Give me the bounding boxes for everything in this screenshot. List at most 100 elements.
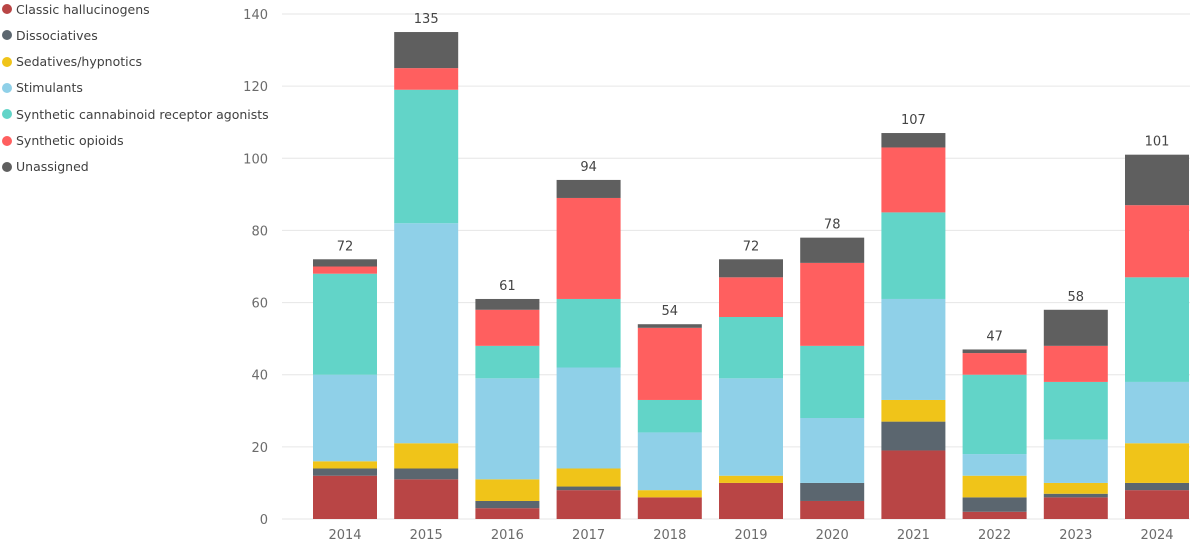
bar-segment: [881, 298, 946, 400]
bar-segment: [881, 133, 946, 148]
x-tick-label: 2020: [816, 528, 849, 543]
bar-segment: [1125, 205, 1189, 278]
bar-segment: [1125, 490, 1189, 519]
y-tick-label: 80: [251, 224, 268, 239]
legend-label: Synthetic cannabinoid receptor agonists: [16, 106, 269, 122]
bar-segment: [881, 421, 946, 451]
bar-segment: [556, 179, 621, 198]
bar-segment: [313, 461, 377, 469]
bar-segment: [313, 475, 377, 519]
bar-segment: [881, 450, 946, 519]
bar-segment: [719, 378, 783, 476]
bar-segment: [475, 378, 540, 480]
bar-segment: [962, 497, 1027, 512]
bar-segment: [719, 277, 783, 317]
legend-label: Unassigned: [16, 159, 89, 175]
bar-segment: [719, 317, 783, 379]
total-data-label: 78: [824, 218, 841, 233]
legend-label: Stimulants: [16, 80, 83, 96]
legend-label: Classic hallucinogens: [16, 1, 150, 17]
bar-segment: [1043, 381, 1108, 440]
bar-segment: [556, 367, 621, 469]
legend-label: Dissociatives: [16, 27, 98, 43]
bar-segment: [1043, 309, 1108, 346]
y-tick-label: 60: [251, 297, 268, 312]
bar-segment: [1125, 154, 1189, 206]
bar-segment: [475, 479, 540, 501]
total-data-label: 94: [580, 160, 597, 175]
legend-swatch: [2, 135, 12, 146]
y-tick-label: 100: [243, 152, 268, 167]
bar-segment: [475, 309, 540, 346]
total-data-label: 47: [986, 329, 1003, 344]
x-tick-label: 2021: [897, 528, 930, 543]
bar-segment: [800, 482, 865, 501]
bar-segment: [881, 212, 946, 299]
y-tick-label: 140: [243, 8, 268, 23]
legend-item[interactable]: Unassigned: [2, 158, 89, 176]
legend-swatch: [2, 161, 12, 172]
legend-label: Sedatives/hypnotics: [16, 54, 142, 70]
bar-segment: [475, 298, 540, 310]
legend-item[interactable]: Dissociatives: [2, 26, 98, 44]
x-tick-label: 2024: [1140, 528, 1173, 543]
bar-segment: [800, 262, 865, 346]
bar-segment: [556, 197, 621, 299]
bar-segment: [1125, 482, 1189, 491]
total-data-label: 58: [1068, 290, 1085, 305]
x-tick-label: 2019: [734, 528, 767, 543]
bar-segment: [800, 500, 865, 519]
bar-segment: [719, 482, 783, 519]
bar-segment: [800, 418, 865, 483]
bar-segment: [313, 266, 377, 274]
total-data-label: 107: [901, 113, 926, 128]
bar-segment: [475, 345, 540, 379]
legend-swatch: [2, 4, 12, 14]
bar-segment: [637, 497, 702, 519]
bar-segment: [1043, 482, 1108, 494]
x-tick-label: 2022: [978, 528, 1011, 543]
bar-segment: [962, 511, 1027, 519]
bar-segment: [962, 349, 1027, 354]
bar-segment: [1043, 439, 1108, 483]
bar-segment: [1125, 277, 1189, 382]
legend-item[interactable]: Sedatives/hypnotics: [2, 53, 142, 71]
legend-item[interactable]: Synthetic opioids: [2, 132, 124, 150]
legend-label: Synthetic opioids: [16, 133, 124, 148]
x-tick-label: 2018: [653, 528, 686, 543]
legend-swatch: [2, 109, 12, 120]
legend-swatch: [2, 82, 12, 93]
bar-segment: [394, 32, 459, 69]
bar-segment: [637, 490, 702, 498]
bar-segment: [394, 443, 459, 469]
total-data-label: 135: [414, 12, 439, 27]
bar-segment: [556, 298, 621, 368]
bar-segment: [637, 327, 702, 400]
bar-segment: [313, 374, 377, 462]
bar-segment: [313, 468, 377, 476]
bar-segment: [962, 353, 1027, 375]
bar-segment: [475, 500, 540, 509]
bar-segment: [1125, 381, 1189, 444]
bar-segment: [962, 374, 1027, 455]
bar-segment: [637, 432, 702, 491]
bar-segment: [1043, 345, 1108, 382]
x-tick-label: 2017: [572, 528, 605, 543]
bar-segment: [313, 273, 377, 375]
total-data-label: 101: [1145, 135, 1170, 150]
bar-segment: [881, 147, 946, 213]
bar-segment: [1043, 493, 1108, 498]
bar-segment: [556, 490, 621, 519]
legend-swatch: [2, 56, 12, 67]
x-tick-label: 2023: [1059, 528, 1092, 543]
bar-segment: [1043, 497, 1108, 519]
bar-segment: [637, 399, 702, 433]
bar-segment: [719, 475, 783, 483]
total-data-label: 54: [662, 304, 679, 319]
legend-item[interactable]: Classic hallucinogens: [2, 0, 150, 18]
legend-item[interactable]: Synthetic cannabinoid receptor agonists: [2, 105, 269, 123]
bar-segment: [962, 454, 1027, 476]
y-tick-label: 20: [251, 441, 268, 456]
legend-item[interactable]: Stimulants: [2, 79, 83, 97]
